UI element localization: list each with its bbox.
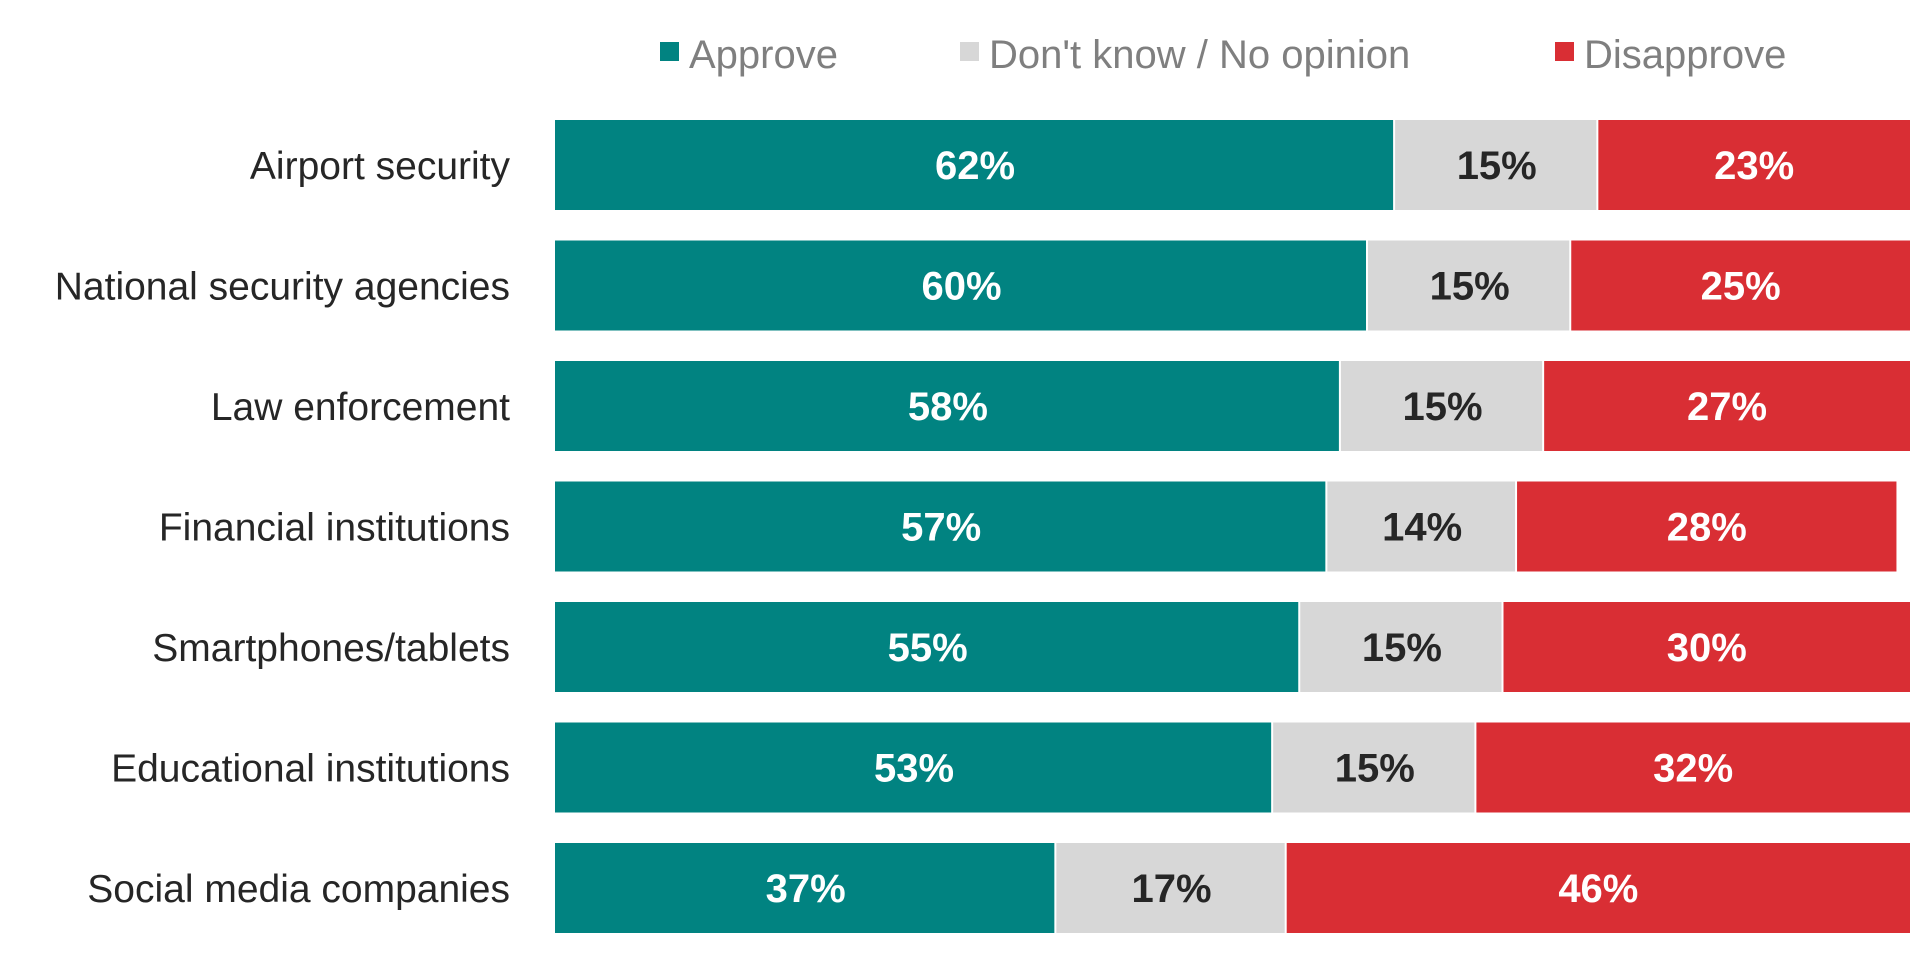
bar-disapprove-law-enforcement bbox=[1544, 361, 1910, 451]
value-label-approve-educational-institutions: 53% bbox=[874, 747, 954, 791]
bar-approve-educational-institutions bbox=[555, 722, 1272, 813]
category-label-smartphones-tablets: Smartphones/tablets bbox=[152, 627, 510, 670]
bar-approve-national-security-agencies bbox=[555, 240, 1366, 331]
value-label-don-t-know-no-opinion-smartphones-tablets: 15% bbox=[1362, 626, 1442, 670]
bar-approve-law-enforcement bbox=[555, 361, 1339, 451]
value-label-disapprove-financial-institutions: 28% bbox=[1667, 506, 1747, 550]
value-label-approve-social-media-companies: 37% bbox=[766, 867, 846, 911]
value-label-disapprove-social-media-companies: 46% bbox=[1558, 867, 1638, 911]
value-label-don-t-know-no-opinion-educational-institutions: 15% bbox=[1335, 747, 1415, 791]
bar-disapprove-educational-institutions bbox=[1476, 722, 1910, 813]
legend-label-approve: Approve bbox=[689, 33, 838, 77]
value-label-approve-airport-security: 62% bbox=[935, 144, 1015, 188]
bar-don-t-know-no-opinion-smartphones-tablets bbox=[1300, 602, 1502, 692]
value-label-approve-smartphones-tablets: 55% bbox=[888, 626, 968, 670]
value-label-don-t-know-no-opinion-financial-institutions: 14% bbox=[1382, 506, 1462, 550]
bar-disapprove-national-security-agencies bbox=[1571, 240, 1910, 331]
value-label-disapprove-law-enforcement: 27% bbox=[1687, 385, 1767, 429]
value-label-approve-law-enforcement: 58% bbox=[908, 385, 988, 429]
bar-don-t-know-no-opinion-social-media-companies bbox=[1056, 843, 1285, 933]
bar-disapprove-financial-institutions bbox=[1517, 481, 1897, 572]
value-label-don-t-know-no-opinion-law-enforcement: 15% bbox=[1402, 385, 1482, 429]
value-label-don-t-know-no-opinion-national-security-agencies: 15% bbox=[1430, 265, 1510, 309]
bar-disapprove-airport-security bbox=[1598, 120, 1910, 210]
bar-don-t-know-no-opinion-national-security-agencies bbox=[1368, 240, 1570, 331]
category-label-financial-institutions: Financial institutions bbox=[159, 507, 510, 550]
bar-don-t-know-no-opinion-educational-institutions bbox=[1273, 722, 1475, 813]
value-label-disapprove-airport-security: 23% bbox=[1714, 144, 1794, 188]
value-label-don-t-know-no-opinion-social-media-companies: 17% bbox=[1131, 867, 1211, 911]
category-label-law-enforcement: Law enforcement bbox=[211, 386, 510, 429]
category-labels: Airport security National security agenci… bbox=[55, 145, 511, 911]
value-label-disapprove-educational-institutions: 32% bbox=[1653, 747, 1733, 791]
bar-approve-financial-institutions bbox=[555, 481, 1326, 572]
value-label-disapprove-national-security-agencies: 25% bbox=[1701, 265, 1781, 309]
category-label-national-security-agencies: National security agencies bbox=[55, 266, 510, 309]
legend-label-disapprove: Disapprove bbox=[1584, 33, 1786, 77]
bar-approve-smartphones-tablets bbox=[555, 602, 1299, 692]
category-label-educational-institutions: Educational institutions bbox=[111, 748, 510, 791]
value-labels: 62% 15% 23% 60% 15% 25% 58% 15% 27% 57% 14% 28% 55% 1… bbox=[766, 144, 1795, 911]
value-label-approve-financial-institutions: 57% bbox=[901, 506, 981, 550]
legend-label-don-t-know-no-opinion: Don't know / No opinion bbox=[989, 33, 1410, 77]
bars bbox=[555, 120, 1910, 933]
value-label-approve-national-security-agencies: 60% bbox=[921, 265, 1001, 309]
legend-swatch-approve bbox=[660, 42, 679, 61]
value-label-don-t-know-no-opinion-airport-security: 15% bbox=[1457, 144, 1537, 188]
bar-don-t-know-no-opinion-airport-security bbox=[1395, 120, 1597, 210]
bar-disapprove-smartphones-tablets bbox=[1503, 602, 1910, 692]
legend: Approve Don't know / No opinion Disapprove bbox=[660, 33, 1786, 77]
bar-disapprove-social-media-companies bbox=[1286, 843, 1910, 933]
category-label-airport-security: Airport security bbox=[250, 145, 511, 188]
bar-approve-airport-security bbox=[555, 120, 1394, 210]
legend-swatch-don-t-know-no-opinion bbox=[960, 42, 979, 61]
bar-don-t-know-no-opinion-financial-institutions bbox=[1327, 481, 1516, 572]
value-label-disapprove-smartphones-tablets: 30% bbox=[1667, 626, 1747, 670]
bar-approve-social-media-companies bbox=[555, 843, 1055, 933]
bar-don-t-know-no-opinion-law-enforcement bbox=[1340, 361, 1543, 451]
category-label-social-media-companies: Social media companies bbox=[87, 868, 510, 911]
legend-swatch-disapprove bbox=[1555, 42, 1574, 61]
